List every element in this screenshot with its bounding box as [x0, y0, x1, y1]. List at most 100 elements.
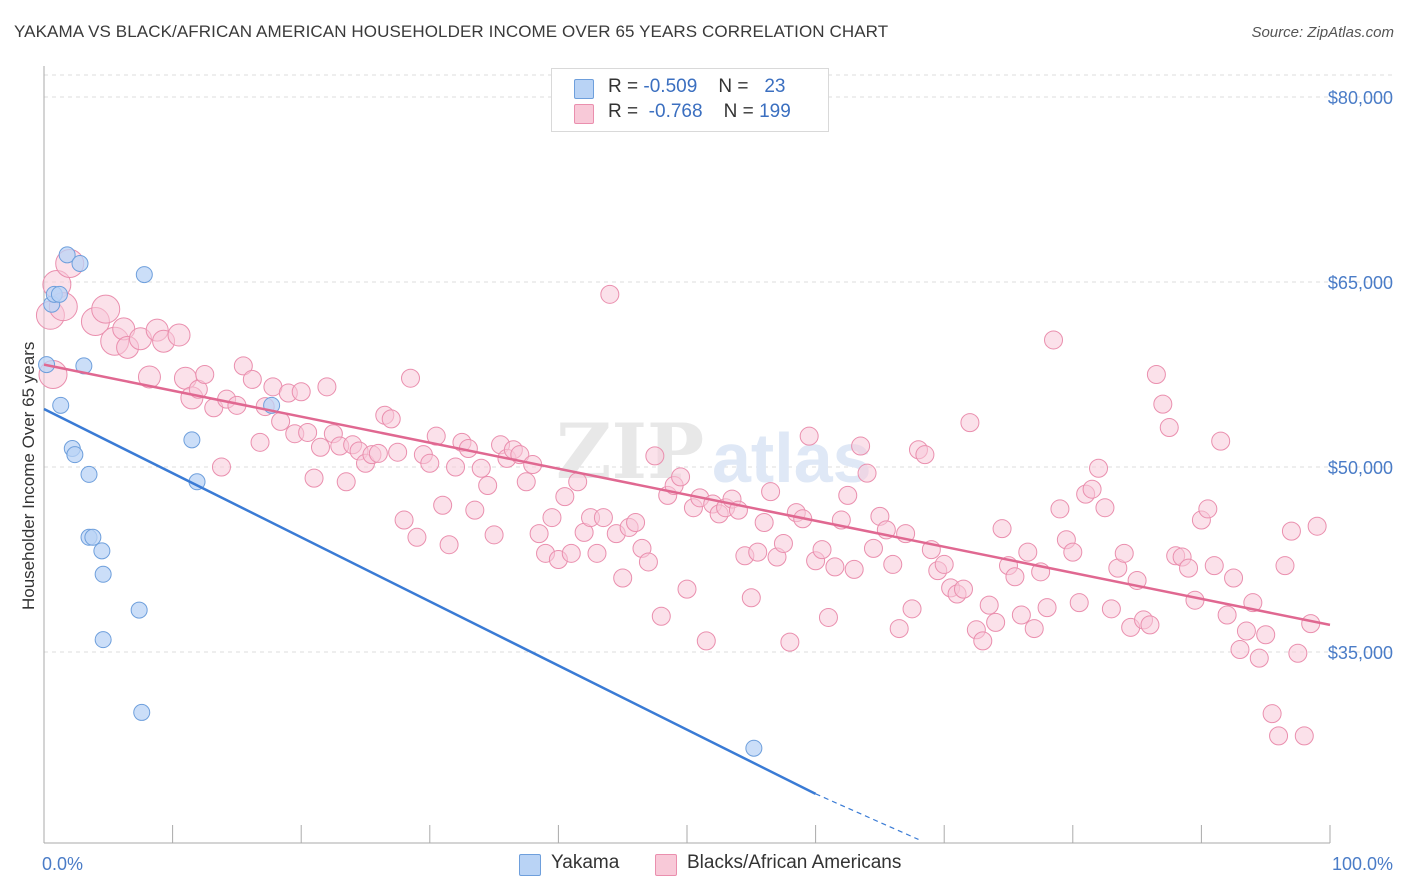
trend-lines — [43, 363, 1331, 841]
black-point-135 — [960, 413, 980, 433]
black-point-116 — [838, 485, 858, 505]
black-point-181 — [1256, 625, 1276, 645]
y-tick-label-3: $80,000 — [1328, 88, 1393, 108]
black-point-131 — [934, 554, 954, 574]
black-point-20 — [211, 457, 231, 477]
black-point-33 — [304, 468, 324, 488]
watermark: ZIP atlas — [556, 407, 872, 497]
black-point-6 — [91, 294, 121, 324]
black-point-157 — [1101, 599, 1121, 619]
black-point-77 — [587, 543, 607, 563]
black-point-140 — [992, 519, 1012, 539]
y-tick-label-1: $50,000 — [1328, 458, 1393, 478]
black-point-139 — [986, 612, 1006, 632]
black-point-74 — [568, 472, 588, 492]
black-point-184 — [1275, 556, 1295, 576]
black-point-72 — [555, 487, 575, 507]
legend-n-black: 199 — [759, 101, 791, 122]
black-point-169 — [1179, 558, 1199, 578]
black-point-151 — [1063, 542, 1083, 562]
source-label: Source: ZipAtlas.com — [1251, 24, 1394, 41]
black-point-148 — [1044, 330, 1064, 350]
black-point-144 — [1018, 542, 1038, 562]
black-point-189 — [1307, 516, 1327, 536]
yakama-point-17 — [135, 266, 153, 284]
yakama-point-12 — [93, 542, 111, 560]
y-tick-label-2: $65,000 — [1328, 273, 1393, 293]
bottom-legend-label-yakama: Yakama — [551, 852, 620, 873]
black-point-112 — [812, 540, 832, 560]
legend-swatch-black — [574, 104, 594, 124]
black-point-101 — [741, 588, 761, 608]
black-point-147 — [1037, 598, 1057, 618]
black-point-45 — [381, 409, 401, 429]
black-point-106 — [773, 533, 793, 553]
legend-n-label: N = — [718, 76, 749, 97]
black-point-159 — [1114, 543, 1134, 563]
black-point-154 — [1082, 479, 1102, 499]
black-point-59 — [471, 458, 491, 478]
black-point-47 — [394, 510, 414, 530]
y-tick-labels: $35,000 $50,000 $65,000 $80,000 — [1328, 88, 1393, 663]
black-point-155 — [1089, 458, 1109, 478]
black-point-48 — [401, 368, 421, 388]
watermark-atlas: atlas — [712, 419, 872, 497]
black-point-175 — [1217, 605, 1237, 625]
black-point-183 — [1269, 726, 1289, 746]
black-point-94 — [696, 631, 716, 651]
black-point-143 — [1011, 605, 1031, 625]
yakama-point-14 — [94, 631, 112, 649]
black-point-173 — [1204, 556, 1224, 576]
black-point-66 — [516, 472, 536, 492]
black-point-176 — [1224, 568, 1244, 588]
black-point-54 — [439, 535, 459, 555]
bottom-legend-swatch-black — [655, 854, 677, 876]
correlation-legend: R = -0.509 N = 23 R = -0.768 N = 199 — [551, 68, 829, 132]
black-point-124 — [889, 619, 909, 639]
black-point-186 — [1288, 643, 1308, 663]
black-point-152 — [1069, 593, 1089, 613]
black-point-90 — [671, 467, 691, 487]
black-point-61 — [484, 525, 504, 545]
black-point-86 — [645, 446, 665, 466]
black-point-163 — [1140, 615, 1160, 635]
black-point-128 — [915, 445, 935, 465]
legend-r-yakama: -0.509 — [643, 76, 698, 97]
black-point-51 — [420, 453, 440, 473]
black-point-174 — [1211, 431, 1231, 451]
black-point-177 — [1230, 640, 1250, 660]
black-point-24 — [242, 369, 262, 389]
yakama-point-13 — [94, 565, 112, 583]
black-point-85 — [638, 552, 658, 572]
bottom-legend-label-black: Blacks/African Americans — [687, 852, 902, 873]
black-point-34 — [310, 437, 330, 457]
black-point-182 — [1262, 704, 1282, 724]
black-point-46 — [388, 442, 408, 462]
black-point-166 — [1159, 418, 1179, 438]
black-point-145 — [1024, 619, 1044, 639]
x-tick-label-0: 0.0% — [42, 854, 83, 874]
black-point-53 — [433, 495, 453, 515]
yakama-point-6 — [66, 446, 84, 464]
black-point-165 — [1153, 394, 1173, 414]
black-point-35 — [317, 377, 337, 397]
legend-r-black: -0.768 — [648, 101, 703, 122]
axes — [43, 66, 1331, 844]
black-point-142 — [1005, 567, 1025, 587]
black-point-172 — [1198, 499, 1218, 519]
black-point-164 — [1146, 365, 1166, 384]
black-point-180 — [1249, 648, 1269, 668]
black-point-28 — [271, 411, 291, 431]
black-point-170 — [1185, 590, 1205, 610]
yakama-point-3 — [52, 396, 70, 414]
yakama-point-7 — [71, 255, 89, 272]
black-point-178 — [1236, 621, 1256, 641]
black-point-79 — [600, 284, 620, 304]
legend-n-yakama: 23 — [764, 76, 786, 97]
black-point-60 — [478, 476, 498, 495]
trend-line-yakama-extension — [815, 793, 919, 841]
black-point-187 — [1294, 726, 1314, 746]
yakama-point-16 — [133, 703, 151, 721]
yakama-point-15 — [130, 601, 148, 619]
